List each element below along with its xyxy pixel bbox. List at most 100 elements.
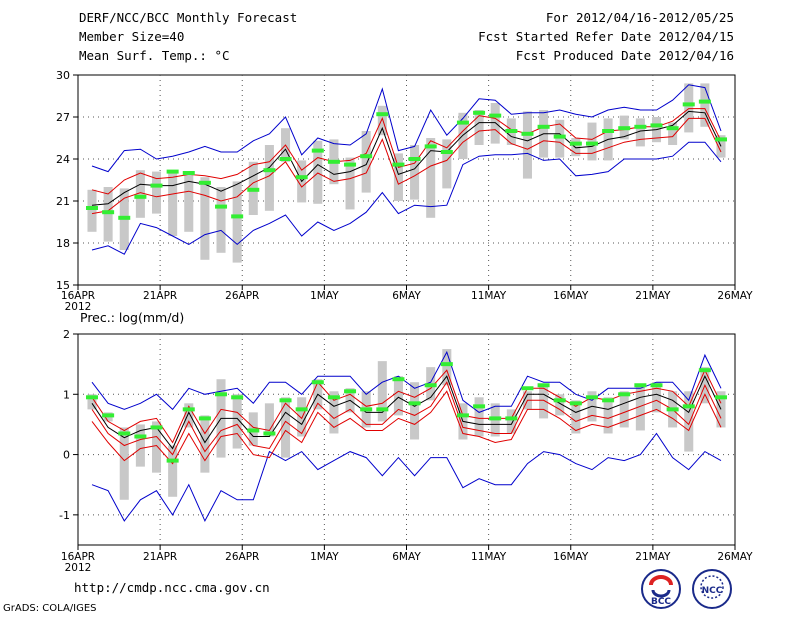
x-tick-label: 21APR: [143, 551, 177, 563]
control-marker: [682, 102, 695, 107]
control-marker: [344, 389, 357, 394]
control-marker: [150, 183, 163, 188]
control-marker: [263, 431, 276, 436]
control-marker: [134, 434, 147, 439]
spread-box: [168, 445, 178, 497]
spread-box: [87, 189, 97, 232]
x-tick-label: 11MAY: [471, 551, 507, 563]
control-marker: [86, 206, 98, 210]
series-lower-line: [91, 381, 722, 456]
spread-box: [458, 112, 468, 159]
series-lower_aux-line: [91, 390, 722, 465]
spread-box: [377, 105, 387, 136]
control-marker: [505, 129, 518, 133]
member-size: Member Size=40: [79, 29, 185, 44]
control-marker: [102, 210, 115, 215]
x-tick-label: 26MAY: [717, 290, 753, 302]
y-tick-label: 27: [56, 111, 70, 124]
spread-box: [668, 122, 678, 145]
spread-box: [442, 139, 452, 189]
control-marker: [295, 175, 308, 180]
control-marker: [537, 383, 550, 388]
control-marker: [473, 404, 486, 409]
control-marker: [215, 392, 228, 397]
series-mean-line: [91, 110, 722, 206]
control-marker: [650, 383, 663, 388]
series-min-line: [91, 432, 722, 523]
control-marker: [618, 392, 631, 397]
control-marker: [311, 148, 324, 153]
spread-box: [393, 376, 403, 416]
control-marker: [263, 168, 276, 173]
control-marker: [602, 129, 615, 133]
y-tick-label: 24: [56, 153, 70, 166]
control-marker: [182, 171, 195, 175]
control-marker: [118, 215, 131, 220]
control-marker: [585, 395, 598, 400]
y-tick-label: 2: [63, 328, 70, 341]
spread-box: [377, 361, 387, 422]
spread-box: [587, 122, 597, 161]
spread-box: [264, 403, 274, 437]
control-marker: [408, 157, 421, 161]
control-marker: [521, 131, 534, 136]
control-marker: [86, 395, 98, 400]
panel-precipitation: -1 0 1 2 16APR 21APR 26APR 1MAY 6MAY 11MAY 16MAY 21…: [59, 310, 753, 574]
control-marker: [698, 99, 711, 104]
control-marker: [102, 413, 115, 418]
spread-box: [635, 118, 645, 147]
produced-date: Fcst Produced Date 2012/04/16: [515, 48, 734, 63]
series-max-line: [91, 350, 722, 413]
spread-box: [474, 110, 484, 145]
control-marker: [408, 401, 421, 406]
spread-box: [184, 173, 194, 232]
control-marker: [215, 204, 228, 209]
spread-box: [410, 145, 420, 200]
control-marker: [198, 416, 211, 421]
spread-box: [329, 391, 339, 434]
spread-box: [281, 397, 291, 458]
panel-title: Prec.: log(mm/d): [80, 310, 184, 325]
y-tick-label: 1: [63, 388, 70, 401]
control-marker: [569, 401, 582, 406]
x-tick-label: 6MAY: [392, 290, 421, 302]
control-marker: [602, 398, 615, 403]
spread-box: [426, 138, 436, 218]
x-tick-label: 1MAY: [310, 551, 339, 563]
ncc-logo-ring: [692, 569, 732, 609]
control-marker: [553, 134, 566, 139]
control-marker: [247, 428, 260, 433]
y-tick-label: 18: [56, 237, 70, 250]
spread-box: [571, 400, 581, 434]
control-marker: [618, 126, 631, 131]
ncc-globe-icon: [700, 575, 724, 599]
bcc-logo-text: BCC: [651, 597, 671, 607]
control-marker: [231, 395, 244, 400]
y-tick-label: 0: [63, 449, 70, 462]
y-tick-label: 15: [56, 279, 70, 292]
x-year-label: 2012: [65, 301, 92, 313]
spread-box: [345, 157, 355, 210]
spread-box: [151, 171, 162, 214]
control-marker: [489, 113, 502, 118]
control-marker: [182, 407, 195, 412]
control-marker: [134, 194, 147, 199]
x-tick-label: 1MAY: [310, 290, 339, 302]
control-marker: [569, 141, 582, 146]
source-url[interactable]: http://cmdp.ncc.cma.gov.cn: [74, 580, 270, 595]
control-marker: [344, 162, 357, 167]
control-marker: [650, 123, 663, 128]
control-marker: [456, 120, 469, 125]
x-tick-label: 16MAY: [553, 551, 589, 563]
control-marker: [424, 383, 437, 388]
spread-box: [393, 153, 403, 201]
control-marker: [634, 124, 647, 129]
control-marker: [440, 150, 453, 154]
x-tick-label: 21MAY: [635, 551, 671, 563]
spread-box: [184, 403, 194, 428]
spread-box: [555, 119, 565, 158]
spread-box: [442, 349, 452, 386]
spread-box: [490, 103, 500, 144]
control-marker: [376, 112, 389, 117]
